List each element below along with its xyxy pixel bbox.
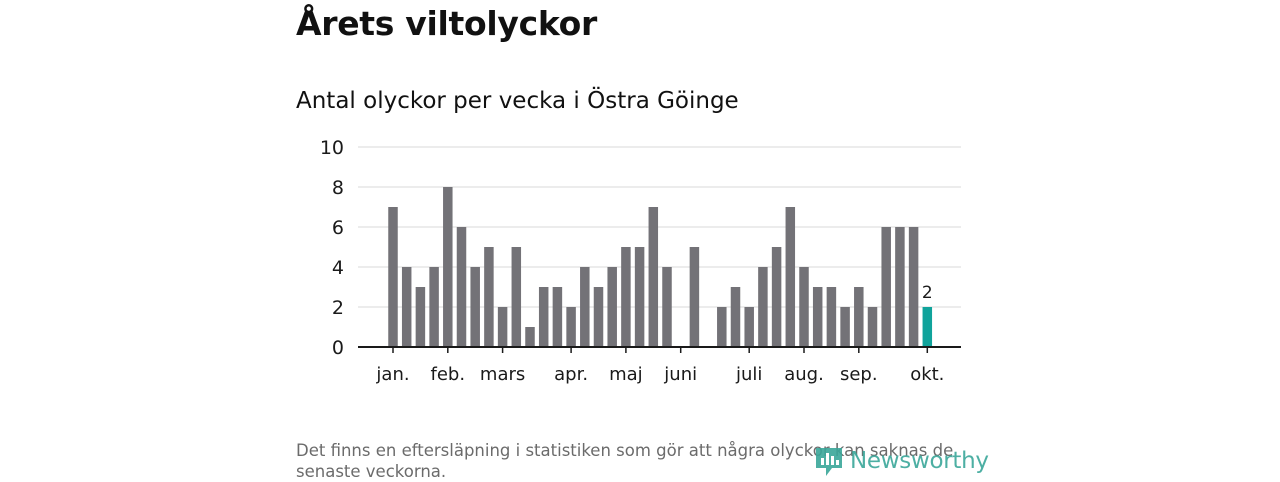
x-tick-label: sep. <box>840 364 878 385</box>
bar <box>443 187 453 347</box>
bar <box>826 287 837 347</box>
bar <box>470 267 480 347</box>
x-tick-label: feb. <box>431 364 466 385</box>
bar <box>689 247 700 347</box>
x-tick-label: okt. <box>910 364 944 385</box>
y-tick-label: 4 <box>332 257 344 279</box>
newsworthy-logo-text: Newsworthy <box>850 448 989 474</box>
bar <box>717 307 727 347</box>
bar <box>744 307 754 347</box>
bar <box>607 267 617 347</box>
y-tick-label: 6 <box>332 217 344 239</box>
y-tick-label: 2 <box>332 297 344 319</box>
bar <box>634 247 645 347</box>
data-label: 2 <box>922 283 933 303</box>
bar <box>758 267 768 347</box>
bar <box>497 307 508 347</box>
bar <box>895 227 905 347</box>
y-tick-label: 8 <box>332 177 344 199</box>
y-tick-label: 0 <box>332 337 344 359</box>
bar <box>511 247 522 347</box>
bar <box>785 207 796 347</box>
footnote: Det finns en eftersläpning i statistiken… <box>296 441 954 481</box>
newsworthy-logo: Newsworthy <box>814 444 989 478</box>
bar <box>566 307 576 347</box>
bar <box>484 247 494 347</box>
bar <box>881 227 891 347</box>
bar <box>854 287 864 347</box>
bar <box>812 287 823 347</box>
y-tick-label: 10 <box>320 137 344 159</box>
bar <box>730 287 741 347</box>
x-tick-label: juni <box>663 364 697 385</box>
bar <box>415 287 426 347</box>
bar <box>621 247 631 347</box>
bar <box>538 287 549 347</box>
x-tick-label: mars <box>480 364 525 385</box>
bar <box>552 287 563 347</box>
bar <box>429 267 439 347</box>
bar <box>401 267 412 347</box>
bar <box>456 227 467 347</box>
bar <box>648 207 659 347</box>
bar <box>662 267 672 347</box>
page-title: Årets viltolyckor <box>296 4 597 43</box>
bar <box>867 307 878 347</box>
bar <box>840 307 850 347</box>
chart-subtitle: Antal olyckor per vecka i Östra Göinge <box>296 88 739 114</box>
bar-current-week <box>922 307 933 347</box>
x-tick-label: jan. <box>375 364 409 385</box>
bar <box>771 247 782 347</box>
x-tick-label: apr. <box>554 364 588 385</box>
x-tick-label: juli <box>735 364 762 385</box>
x-tick-label: maj <box>609 364 643 385</box>
bar <box>908 227 919 347</box>
bar <box>799 267 809 347</box>
newsworthy-logo-icon <box>816 448 842 476</box>
bar <box>593 287 604 347</box>
bar <box>525 327 535 347</box>
x-tick-label: aug. <box>784 364 824 385</box>
bar <box>388 207 398 347</box>
bar <box>580 267 590 347</box>
